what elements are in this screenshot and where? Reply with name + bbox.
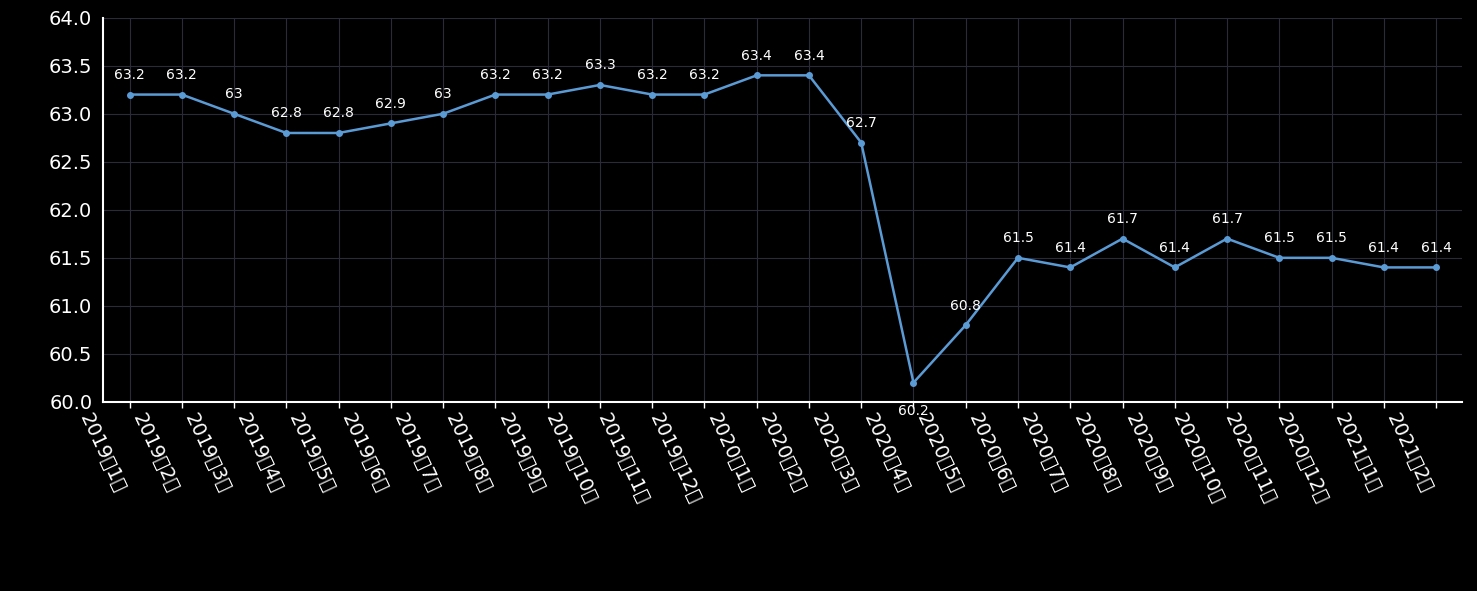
Text: 61.4: 61.4 (1368, 241, 1399, 255)
Text: 61.4: 61.4 (1159, 241, 1190, 255)
Text: 63: 63 (225, 87, 242, 101)
Text: 61.7: 61.7 (1108, 212, 1137, 226)
Text: 63: 63 (434, 87, 452, 101)
Text: 62.7: 62.7 (846, 116, 876, 130)
Text: 61.5: 61.5 (1316, 231, 1347, 245)
Text: 63.2: 63.2 (690, 68, 719, 82)
Text: 60.2: 60.2 (898, 404, 929, 418)
Text: 63.3: 63.3 (585, 59, 616, 73)
Text: 63.2: 63.2 (637, 68, 668, 82)
Text: 63.2: 63.2 (114, 68, 145, 82)
Text: 60.8: 60.8 (950, 298, 981, 313)
Text: 63.2: 63.2 (532, 68, 563, 82)
Text: 62.9: 62.9 (375, 97, 406, 111)
Text: 61.5: 61.5 (1003, 231, 1034, 245)
Text: 63.4: 63.4 (741, 49, 772, 63)
Text: 62.8: 62.8 (323, 106, 354, 121)
Text: 61.7: 61.7 (1211, 212, 1242, 226)
Text: 61.4: 61.4 (1421, 241, 1452, 255)
Text: 61.5: 61.5 (1264, 231, 1295, 245)
Text: 63.2: 63.2 (480, 68, 511, 82)
Text: 62.8: 62.8 (270, 106, 301, 121)
Text: 61.4: 61.4 (1055, 241, 1086, 255)
Text: 63.4: 63.4 (793, 49, 824, 63)
Text: 63.2: 63.2 (167, 68, 196, 82)
